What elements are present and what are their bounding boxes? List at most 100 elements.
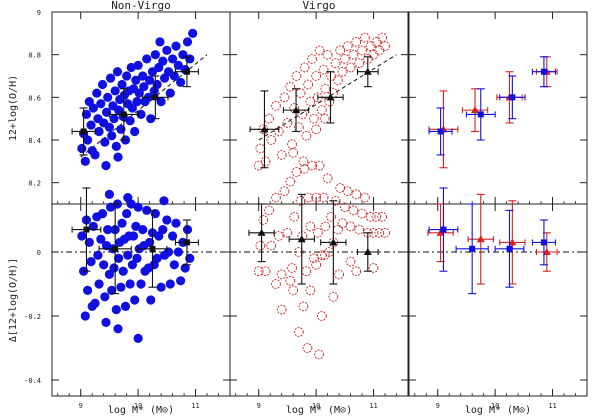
virgo-point (287, 139, 297, 150)
nonvirgo-resid-bin-marker (83, 226, 90, 233)
x-tick-label: 10 (312, 402, 320, 410)
virgo-residual-point (279, 186, 290, 197)
nonvirgo-point (171, 41, 181, 51)
x-tick-label: 11 (548, 402, 556, 410)
virgo-residual-point (339, 202, 350, 213)
nonvirgo-point (127, 103, 137, 113)
nonvirgo-residual-point (158, 225, 168, 235)
virgo-point (307, 54, 317, 64)
nonvirgo-point (101, 161, 111, 171)
nonvirgo-residual-point (114, 253, 124, 263)
nonvirgo-residual-point (87, 301, 97, 311)
nonvirgo-point (158, 56, 168, 66)
virgo-point (326, 71, 336, 81)
virgo-point (365, 41, 376, 51)
nonvirgo-bin-marker (152, 94, 159, 101)
nonvirgo-point (77, 143, 87, 154)
nonvirgo-residual-point (125, 279, 135, 289)
nonvirgo-residual-point (111, 305, 121, 315)
nonvirgo-point (87, 146, 97, 156)
virgo-point (368, 49, 379, 60)
virgo-point (288, 147, 299, 158)
nonvirgo-point (111, 141, 121, 151)
compare-nonvirgo-resid-bin-marker (440, 226, 447, 233)
virgo-point (297, 109, 308, 120)
virgo-point (351, 37, 362, 47)
virgo-residual-point (291, 167, 302, 177)
virgo-point (330, 58, 341, 69)
virgo-residual-point (365, 211, 376, 222)
virgo-residual-point (357, 208, 367, 219)
x-tick-label: 11 (191, 402, 199, 410)
nonvirgo-residual-point (171, 218, 181, 228)
x-axis-label: log M* (M⊙) (108, 405, 174, 416)
nonvirgo-residual-point (169, 260, 179, 270)
nonvirgo-resid-bin-marker (112, 245, 119, 252)
virgo-point (333, 75, 343, 86)
virgo-residual-point (276, 304, 287, 315)
nonvirgo-point (132, 97, 142, 107)
virgo-point (303, 79, 313, 90)
virgo-residual-point (260, 266, 271, 277)
virgo-residual-point (348, 205, 359, 216)
virgo-fit-line (258, 54, 397, 141)
nonvirgo-residual-point (136, 279, 146, 289)
nonvirgo-residual-point (123, 250, 133, 260)
virgo-point (255, 143, 266, 154)
compare-virgo-bin-marker (471, 106, 480, 114)
compare-virgo-resid-bin-marker (476, 235, 485, 243)
virgo-residual-point (319, 250, 330, 261)
nonvirgo-residual-point (145, 237, 155, 247)
nonvirgo-residual-point (185, 253, 195, 263)
nonvirgo-point (173, 60, 183, 70)
nonvirgo-point (100, 137, 110, 147)
virgo-point (299, 62, 310, 73)
virgo-point (264, 113, 274, 124)
virgo-residual-point (374, 227, 385, 238)
nonvirgo-residual-point (167, 231, 178, 241)
virgo-point (298, 156, 309, 167)
nonvirgo-point (107, 131, 117, 141)
virgo-residual-point (351, 189, 362, 200)
nonvirgo-resid-bin-marker (149, 245, 156, 252)
nonvirgo-point (101, 107, 112, 117)
x-tick-label: 9 (436, 402, 440, 410)
virgo-point (345, 62, 356, 73)
nonvirgo-point (122, 71, 132, 81)
virgo-point (357, 45, 367, 56)
virgo-resid-bin-marker (257, 228, 266, 236)
nonvirgo-point (145, 75, 155, 85)
nonvirgo-point (139, 82, 149, 92)
virgo-residual-point (255, 240, 266, 251)
nonvirgo-residual-point (156, 282, 166, 292)
nonvirgo-point (133, 60, 143, 70)
virgo-resid-bin-marker (329, 238, 338, 246)
nonvirgo-residual-point (116, 282, 126, 292)
nonvirgo-point (169, 71, 179, 81)
nonvirgo-residual-point (120, 301, 131, 311)
nonvirgo-residual-point (80, 311, 90, 321)
virgo-residual-point (333, 224, 343, 235)
virgo-point (371, 37, 382, 47)
virgo-residual-point (342, 186, 353, 197)
nonvirgo-point (113, 152, 123, 162)
nonvirgo-point (134, 88, 144, 98)
virgo-residual-point (271, 279, 281, 289)
virgo-resid-bin-marker (363, 248, 372, 255)
nonvirgo-residual-point (128, 231, 139, 241)
x-tick-label: 10 (134, 402, 142, 410)
virgo-point (380, 41, 390, 51)
virgo-bin-marker (292, 106, 301, 114)
compare-virgo-resid-bin-marker (542, 248, 551, 255)
nonvirgo-residual-point (127, 260, 137, 270)
virgo-residual-point (317, 311, 327, 321)
virgo-point (301, 130, 312, 141)
panel-frame (408, 203, 588, 397)
nonvirgo-residual-point (97, 209, 108, 219)
virgo-point (337, 66, 348, 77)
virgo-residual-point (311, 192, 321, 203)
virgo-point (308, 113, 319, 124)
y-tick-label: 8.8 (28, 52, 41, 60)
nonvirgo-residual-point (152, 253, 162, 263)
